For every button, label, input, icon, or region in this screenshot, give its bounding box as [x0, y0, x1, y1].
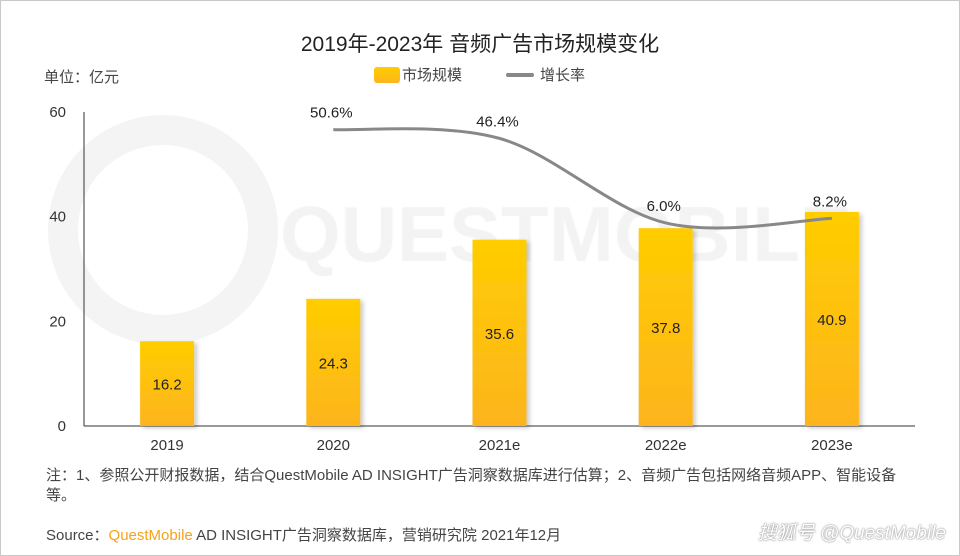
bar — [472, 239, 527, 426]
bar-value-label: 24.3 — [319, 355, 348, 372]
source-row: Source：QuestMobile AD INSIGHT广告洞察数据库，营销研… — [46, 518, 946, 545]
bar-value-label: 40.9 — [817, 312, 846, 329]
y-tick-label: 0 — [58, 418, 66, 435]
bar-value-label: 35.6 — [485, 326, 514, 343]
growth-rate-line — [333, 127, 832, 230]
legend-label-bar: 市场规模 — [402, 67, 463, 84]
source-brand: QuestMobile — [108, 527, 193, 544]
legend-bar-swatch — [374, 66, 400, 83]
footer: 注：1、参照公开财报数据，结合QuestMobile AD INSIGHT广告洞… — [46, 466, 946, 545]
chart-title: 2019年-2023年 音频广告市场规模变化 — [300, 33, 660, 56]
bar — [638, 228, 693, 426]
bar — [804, 211, 859, 426]
x-tick-label: 2022e — [645, 437, 687, 454]
x-tick-label: 2021e — [479, 437, 521, 454]
bar-value-label: 37.8 — [651, 320, 680, 337]
credit-watermark: 搜狐号 @QuestMobile — [757, 523, 946, 544]
x-tick-label: 2020 — [317, 437, 350, 454]
legend-line-swatch — [506, 72, 535, 77]
growth-rate-label: 50.6% — [310, 105, 353, 122]
bar — [306, 298, 361, 426]
x-tick-label: 2019 — [150, 437, 183, 454]
bar-value-label: 16.2 — [152, 377, 181, 394]
unit-label: 单位：亿元 — [44, 69, 120, 86]
y-tick-label: 60 — [49, 104, 66, 121]
source-line: Source：QuestMobile AD INSIGHT广告洞察数据库，营销研… — [46, 524, 561, 545]
x-tick-label: 2023e — [811, 437, 853, 454]
footnote: 注：1、参照公开财报数据，结合QuestMobile AD INSIGHT广告洞… — [46, 467, 897, 504]
source-rest: AD INSIGHT广告洞察数据库，营销研究院 2021年12月 — [192, 527, 562, 544]
y-tick-label: 40 — [49, 209, 66, 226]
growth-rate-label: 6.0% — [647, 198, 681, 215]
legend-label-line: 增长率 — [540, 67, 586, 84]
growth-rate-label: 46.4% — [476, 113, 519, 130]
growth-rate-label: 8.2% — [813, 193, 847, 210]
bar — [140, 341, 195, 426]
legend: 市场规模 增长率 — [374, 64, 585, 85]
source-prefix: Source： — [46, 527, 109, 544]
y-tick-label: 20 — [49, 313, 66, 330]
